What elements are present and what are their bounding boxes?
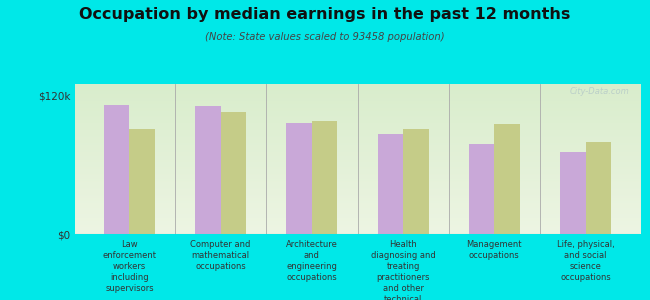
Text: City-Data.com: City-Data.com [569, 87, 629, 96]
Bar [494, 124, 520, 234]
Bar [195, 106, 221, 234]
Bar [403, 129, 428, 234]
Bar [560, 152, 586, 234]
Bar [104, 105, 129, 234]
Bar [221, 112, 246, 234]
Text: (Note: State values scaled to 93458 population): (Note: State values scaled to 93458 popu… [205, 32, 445, 41]
Bar [287, 123, 312, 234]
Text: Occupation by median earnings in the past 12 months: Occupation by median earnings in the pas… [79, 8, 571, 22]
Bar [129, 129, 155, 234]
Bar [312, 121, 337, 234]
Bar [469, 144, 494, 234]
Bar [378, 134, 403, 234]
Bar [586, 142, 611, 234]
